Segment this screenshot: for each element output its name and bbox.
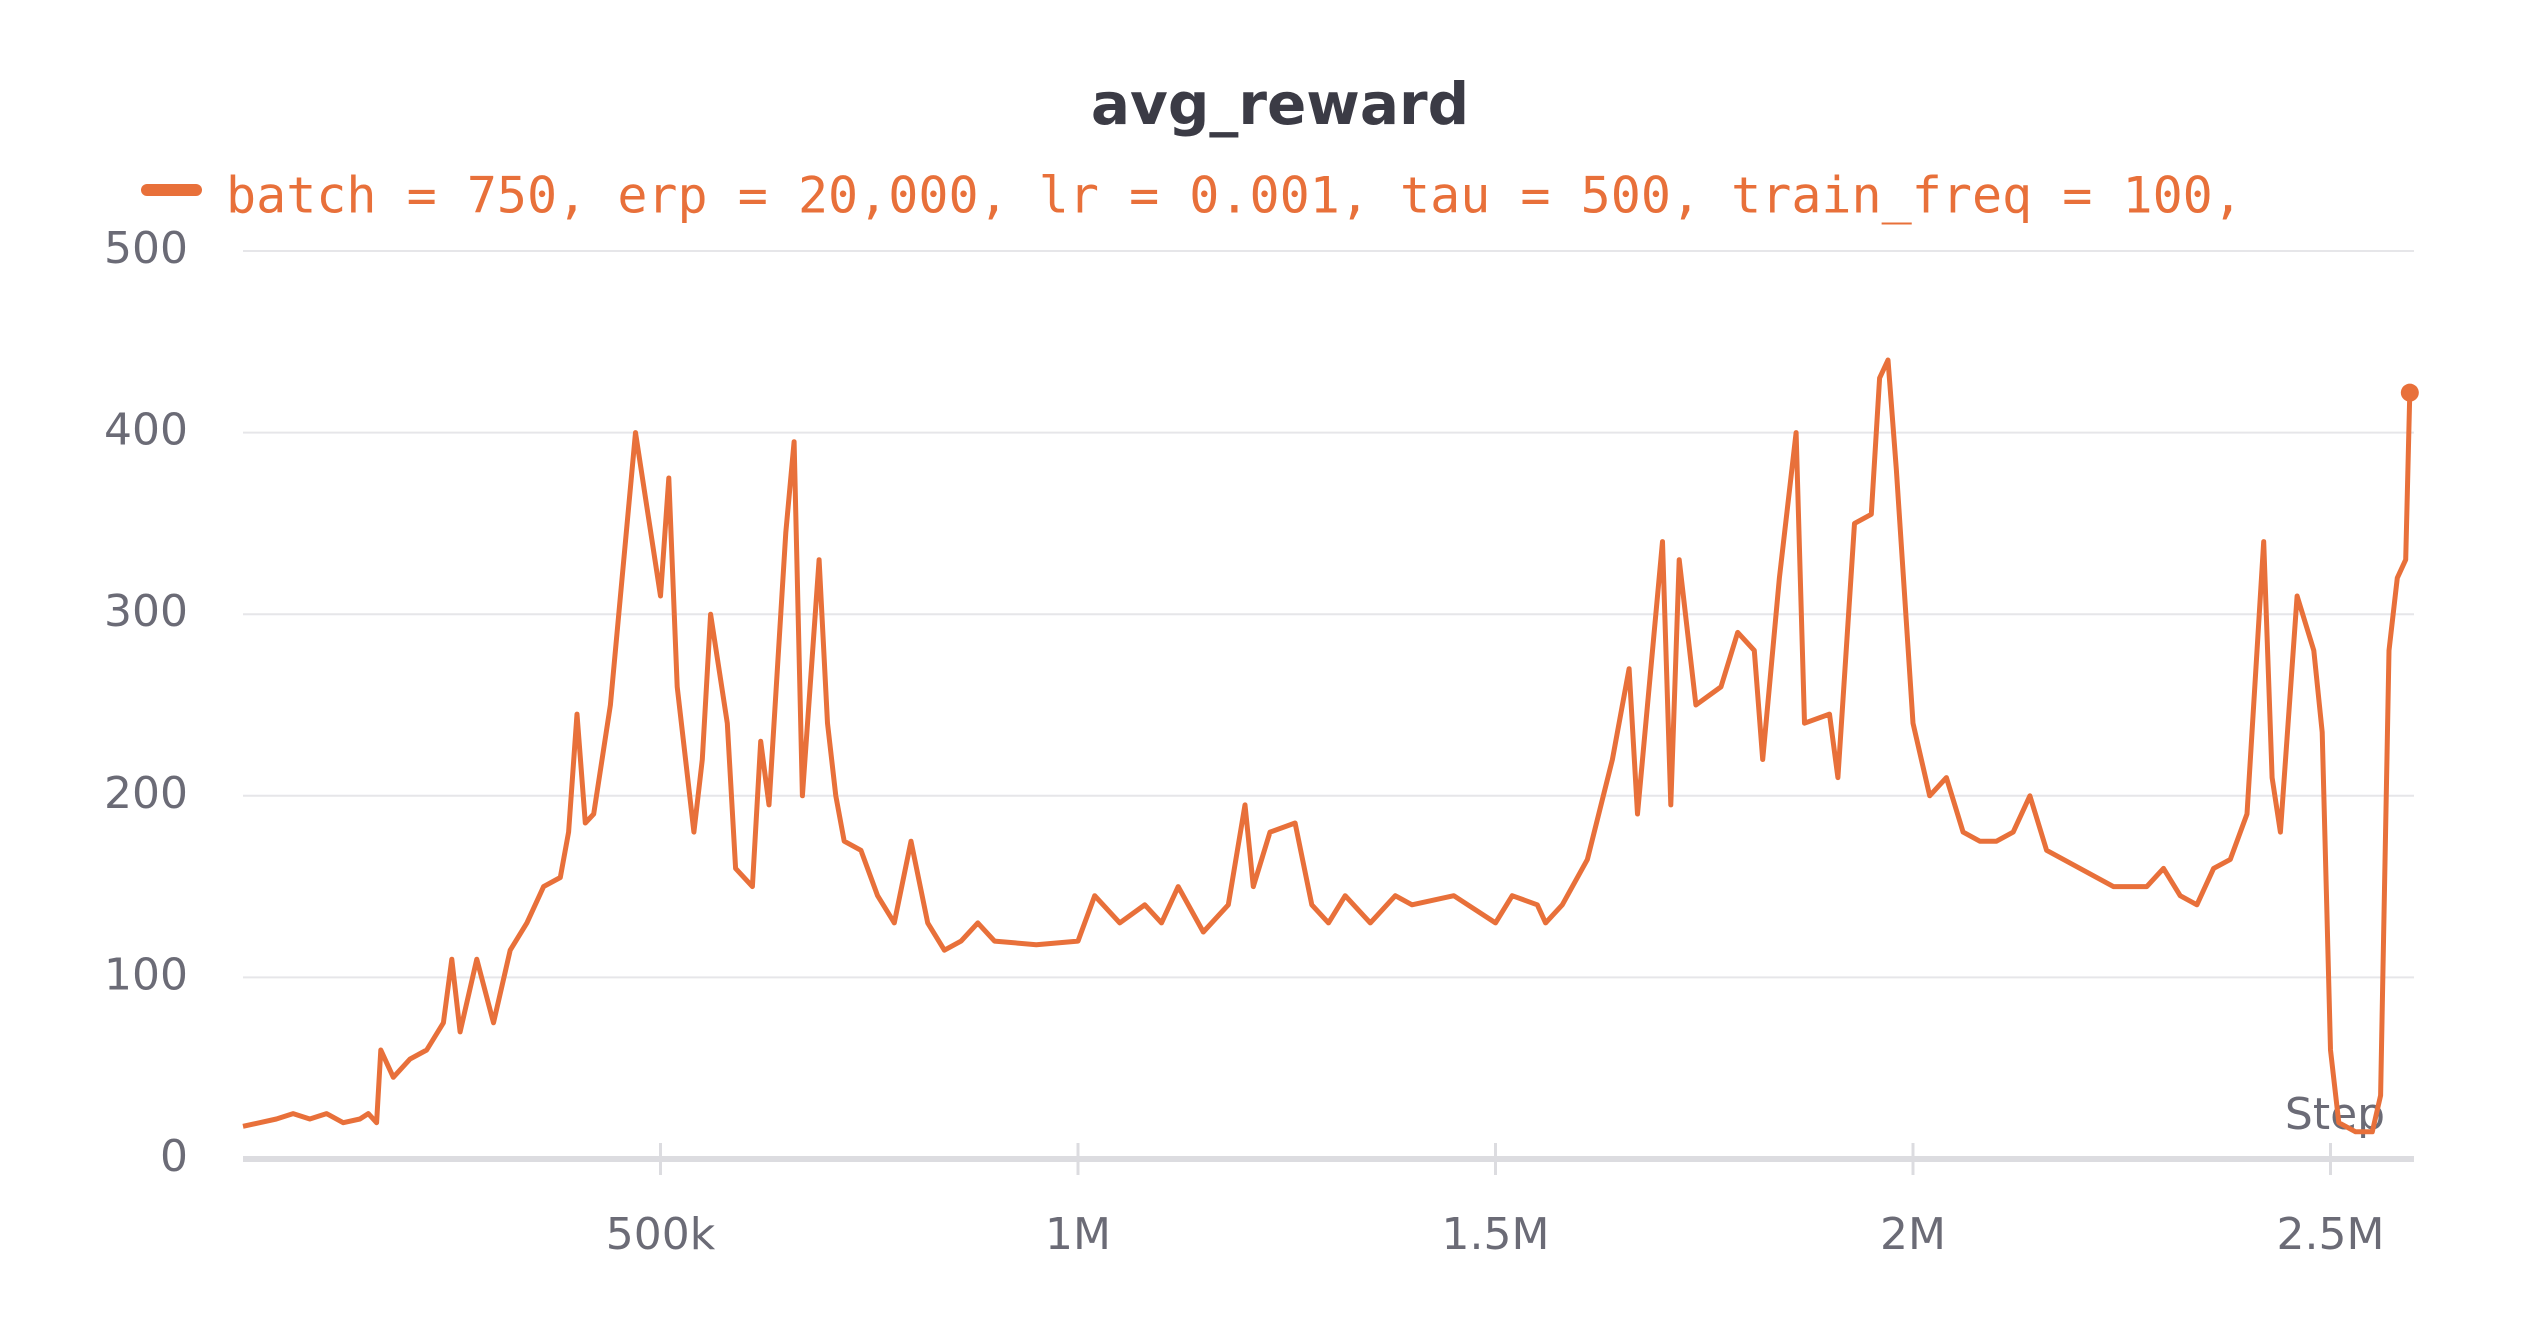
x-tick-label: 500k [606,1209,716,1260]
y-tick-label: 400 [104,405,188,456]
chart-title: avg_reward [1091,70,1469,138]
y-tick-label: 300 [104,586,188,637]
x-tick-label: 2M [1880,1209,1946,1260]
y-tick-label: 0 [160,1131,188,1182]
last-point [2400,383,2419,402]
x-tick-label: 1M [1045,1209,1111,1260]
legend-label: batch = 750, erp = 20,000, lr = 0.001, t… [226,167,2243,225]
y-tick-label: 500 [104,223,188,274]
series-line [242,357,2413,1135]
x-tick-label: 1.5M [1442,1209,1550,1260]
y-tick-label: 100 [104,949,188,1000]
x-tick-label: 2.5M [2277,1209,2385,1260]
y-tick-label: 200 [104,768,188,819]
